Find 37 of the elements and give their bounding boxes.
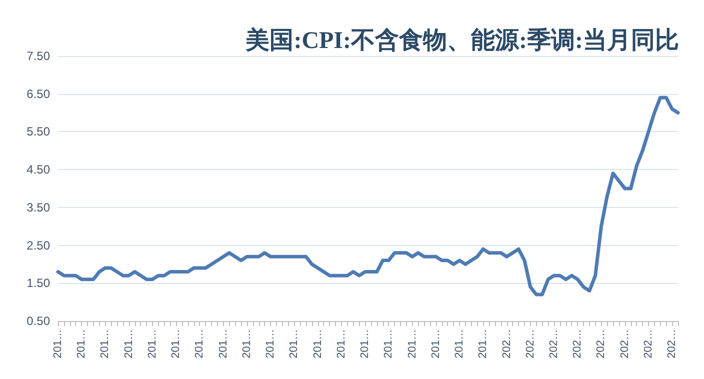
x-tick-label: 201… <box>217 329 230 358</box>
x-tick-label: 201… <box>76 329 88 358</box>
y-tick-label: 6.50 <box>26 86 50 101</box>
x-tick-label: 202… <box>666 329 678 358</box>
x-tick-label: 201… <box>430 329 442 358</box>
x-tick-label: 202… <box>572 329 584 358</box>
x-tick-label: 201… <box>146 329 158 358</box>
y-tick-label: 0.50 <box>26 314 50 328</box>
line-series <box>56 96 680 296</box>
y-tick-label: 2.50 <box>26 238 50 252</box>
y-tick-label: 5.50 <box>26 124 50 139</box>
x-tick-label: 201… <box>382 329 395 358</box>
x-tick-label: 202… <box>500 329 513 358</box>
x-tick-label: 201… <box>359 329 372 358</box>
x-tick-label: 201… <box>288 329 300 358</box>
x-tick-label: 201… <box>240 329 253 358</box>
y-tick-label: 7.50 <box>26 49 50 63</box>
x-tick-label: 201… <box>264 329 277 358</box>
x-tick-label: 201… <box>194 329 206 358</box>
x-tick-label: 201… <box>477 329 490 358</box>
chart-title: 美国:CPI:不含食物、能源:季调:当月同比 <box>244 26 680 54</box>
x-tick-label: 201… <box>454 329 466 358</box>
x-tick-label: 201… <box>122 329 135 358</box>
x-tick-label: 201… <box>99 329 112 358</box>
y-tick-label: 4.50 <box>26 162 50 177</box>
x-tick-label: 202… <box>548 329 560 358</box>
x-tick-label: 201… <box>335 329 348 358</box>
x-tick-label: 202… <box>618 329 631 358</box>
y-tick-label: 3.50 <box>26 200 50 214</box>
x-tick-label: 201… <box>312 329 324 358</box>
x-tick-label: 201… <box>406 329 418 358</box>
x-tick-label: 201… <box>170 329 182 358</box>
x-tick-label: 202… <box>642 329 654 358</box>
y-tick-label: 1.50 <box>26 276 50 290</box>
x-tick-label: 201… <box>52 329 64 358</box>
x-tick-label: 202… <box>595 329 608 358</box>
x-tick-label: 202… <box>524 329 536 358</box>
